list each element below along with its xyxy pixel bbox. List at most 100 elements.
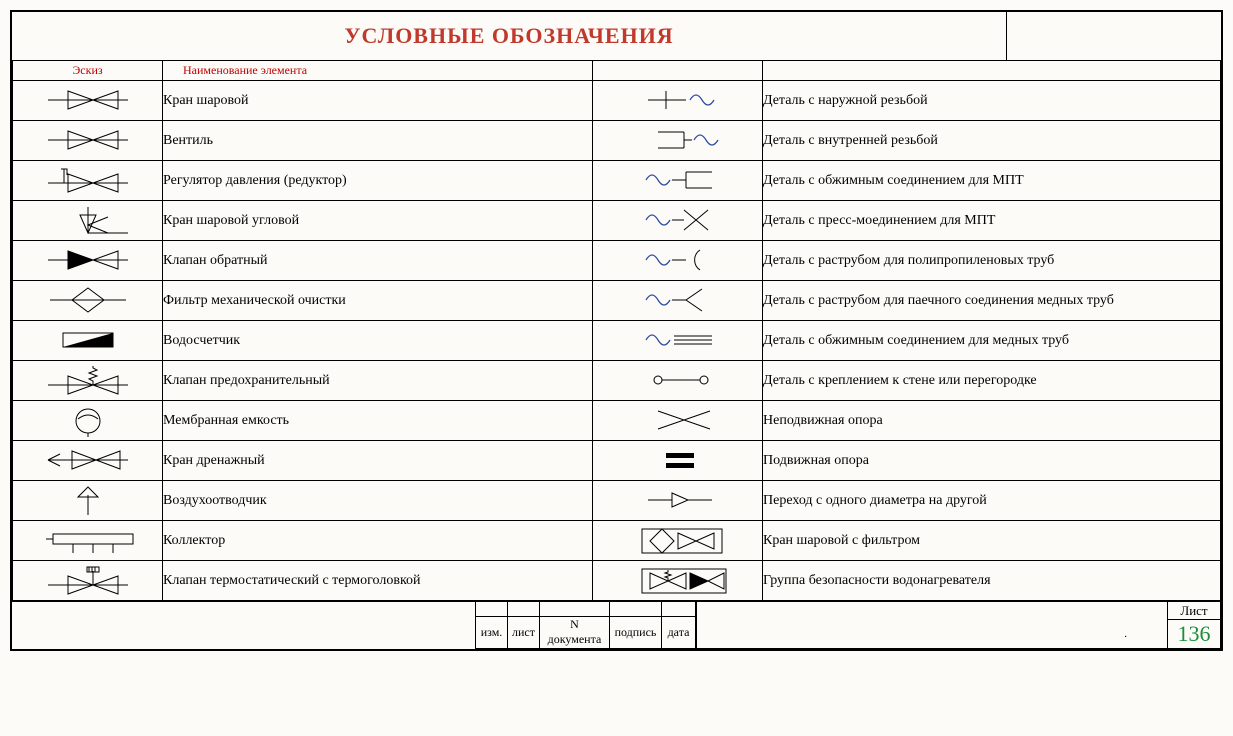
legend-row: Регулятор давления (редуктор) Деталь с о…	[13, 161, 1221, 201]
symbol-cell	[13, 561, 163, 601]
symbol-cell	[593, 481, 763, 521]
filter-diamond-icon	[13, 285, 162, 317]
label-cell: Деталь с наружной резьбой	[763, 81, 1221, 121]
label-cell: Клапан предохранительный	[163, 361, 593, 401]
manifold-icon	[13, 525, 162, 557]
socket-copper-solder-icon	[593, 285, 762, 317]
label-cell: Коллектор	[163, 521, 593, 561]
ext-thread-icon	[593, 85, 762, 117]
label-cell: Клапан термостатический с термоголовкой	[163, 561, 593, 601]
legend-row: Кран шаровой угловой Деталь с пресс-моед…	[13, 201, 1221, 241]
symbol-cell	[593, 281, 763, 321]
label-cell: Деталь с креплением к стене или перегоро…	[763, 361, 1221, 401]
rev-blank	[476, 602, 508, 617]
legend-row: Кран шаровой Деталь с наружной резьбой	[13, 81, 1221, 121]
symbol-cell	[13, 161, 163, 201]
symbol-cell	[13, 481, 163, 521]
label-cell: Деталь с обжимным соединением для МПТ	[763, 161, 1221, 201]
label-cell: Регулятор давления (редуктор)	[163, 161, 593, 201]
label-cell: Деталь с раструбом для полипропиленовых …	[763, 241, 1221, 281]
angle-valve-icon	[13, 205, 162, 237]
symbol-cell	[593, 161, 763, 201]
valve-bowtie-icon	[13, 85, 162, 117]
symbol-cell	[593, 441, 763, 481]
header-name-2	[763, 61, 1221, 81]
compression-copper-icon	[593, 325, 762, 357]
symbol-cell	[593, 81, 763, 121]
socket-pp-icon	[593, 245, 762, 277]
symbol-cell	[13, 361, 163, 401]
footer-spacer	[12, 601, 475, 649]
rev-blank	[610, 602, 662, 617]
valve-bowtie-icon	[13, 125, 162, 157]
press-mpt-icon	[593, 205, 762, 237]
label-cell: Деталь с раструбом для паечного соединен…	[763, 281, 1221, 321]
label-cell: Подвижная опора	[763, 441, 1221, 481]
label-cell: Кран шаровой угловой	[163, 201, 593, 241]
check-valve-icon	[13, 245, 162, 277]
rev-col-sign: подпись	[610, 616, 662, 648]
rev-blank	[540, 602, 610, 617]
drain-valve-icon	[13, 445, 162, 477]
symbol-cell	[593, 361, 763, 401]
header-sketch-2	[593, 61, 763, 81]
label-cell: Деталь с внутренней резьбой	[763, 121, 1221, 161]
label-cell: Кран шаровой с фильтром	[763, 521, 1221, 561]
air-vent-icon	[13, 485, 162, 517]
sheet-box: Лист 136	[1167, 601, 1221, 649]
label-cell: Кран дренажный	[163, 441, 593, 481]
legend-row: Клапан предохранительный Деталь с крепле…	[13, 361, 1221, 401]
label-cell: Неподвижная опора	[763, 401, 1221, 441]
symbol-cell	[593, 121, 763, 161]
legend-row: Кран дренажный Подвижная опора	[13, 441, 1221, 481]
header-name-1: Наименование элемента	[163, 61, 593, 81]
symbol-cell	[13, 81, 163, 121]
symbol-cell	[13, 441, 163, 481]
label-cell: Кран шаровой	[163, 81, 593, 121]
title-blank-cell	[1007, 12, 1221, 60]
symbol-cell	[593, 201, 763, 241]
legend-row: Мембранная емкость Неподвижная опора	[13, 401, 1221, 441]
reducer-icon	[13, 165, 162, 197]
footer-dot: .	[1124, 628, 1127, 640]
symbol-cell	[13, 321, 163, 361]
legend-row: Водосчетчик Деталь с обжимным соединение…	[13, 321, 1221, 361]
label-cell: Группа безопасности водонагревателя	[763, 561, 1221, 601]
symbol-cell	[13, 201, 163, 241]
rev-col-list: лист	[508, 616, 540, 648]
rev-col-izm: изм.	[476, 616, 508, 648]
symbol-cell	[593, 521, 763, 561]
rev-col-doc: N документа	[540, 616, 610, 648]
legend-table: Эскиз Наименование элемента Кран шаровой…	[12, 60, 1221, 601]
title-row: УСЛОВНЫЕ ОБОЗНАЧЕНИЯ	[12, 12, 1221, 60]
revision-table: изм. лист N документа подпись дата	[475, 601, 696, 649]
title-block: изм. лист N документа подпись дата . Лис…	[12, 601, 1221, 649]
valve-with-filter-icon	[593, 525, 762, 557]
page-title: УСЛОВНЫЕ ОБОЗНАЧЕНИЯ	[12, 12, 1007, 60]
rev-blank	[662, 602, 696, 617]
compression-mpt-icon	[593, 165, 762, 197]
symbol-cell	[593, 321, 763, 361]
legend-row: Коллектор Кран шаровой с фильтром	[13, 521, 1221, 561]
label-cell: Воздухоотводчик	[163, 481, 593, 521]
symbol-cell	[593, 401, 763, 441]
rev-blank	[508, 602, 540, 617]
label-cell: Клапан обратный	[163, 241, 593, 281]
sheet-label: Лист	[1168, 602, 1220, 620]
label-cell: Деталь с пресс-моединением для МПТ	[763, 201, 1221, 241]
symbol-cell	[13, 241, 163, 281]
expansion-tank-icon	[13, 405, 162, 437]
label-cell: Фильтр механической очистки	[163, 281, 593, 321]
legend-row: Клапан термостатический с термоголовкой …	[13, 561, 1221, 601]
symbol-cell	[13, 121, 163, 161]
symbol-cell	[13, 521, 163, 561]
sheet-number: 136	[1168, 620, 1220, 648]
label-cell: Деталь с обжимным соединением для медных…	[763, 321, 1221, 361]
footer-mid: .	[696, 601, 1167, 649]
symbol-cell	[13, 401, 163, 441]
label-cell: Переход с одного диаметра на другой	[763, 481, 1221, 521]
symbol-cell	[593, 561, 763, 601]
legend-row: Клапан обратный Деталь с раструбом для п…	[13, 241, 1221, 281]
fixed-support-icon	[593, 405, 762, 437]
label-cell: Вентиль	[163, 121, 593, 161]
